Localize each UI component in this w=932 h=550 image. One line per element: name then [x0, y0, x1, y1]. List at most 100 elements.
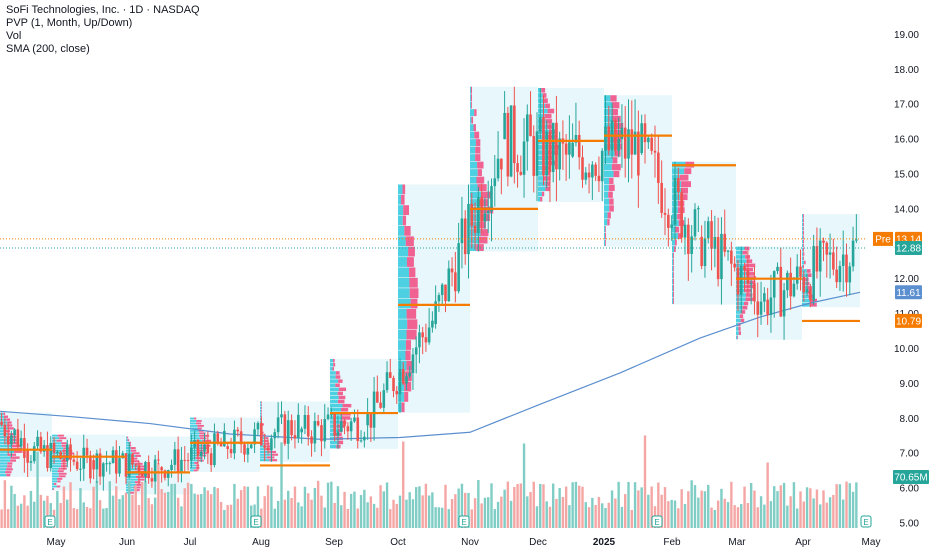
volume-bar — [782, 482, 786, 528]
candle-body — [577, 134, 581, 158]
volume-bar — [487, 497, 490, 528]
symbol-title[interactable]: SoFi Technologies, Inc. · 1D · NASDAQ — [6, 4, 200, 16]
profile-bar-down — [261, 401, 262, 404]
volume-bar — [206, 490, 210, 528]
volume-bar — [13, 493, 16, 528]
candle-body — [213, 433, 216, 466]
profile-bar-down — [805, 281, 810, 286]
indicator-pvp[interactable]: PVP (1, Month, Up/Down) — [6, 17, 133, 29]
profile-bar-up — [736, 335, 738, 340]
volume-bar — [173, 483, 177, 528]
volume-bar — [526, 496, 529, 528]
profile-bar-down — [473, 124, 476, 132]
volume-bar — [408, 492, 411, 528]
volume-bar — [640, 487, 643, 528]
volume-bar — [496, 501, 500, 528]
candle-body — [89, 455, 92, 479]
profile-bar-down — [673, 298, 674, 304]
candle-body — [59, 451, 62, 459]
volume-bar — [441, 507, 444, 528]
candle-body — [29, 461, 33, 463]
profile-bar-down — [6, 424, 13, 427]
profile-bar-down — [680, 187, 688, 194]
indicator-sma[interactable]: SMA (200, close) — [6, 43, 90, 55]
profile-bar-down — [546, 124, 553, 129]
volume-bar — [105, 508, 108, 528]
profile-bar-up — [470, 221, 479, 229]
profile-bar-up — [260, 406, 262, 410]
candle-body — [483, 213, 487, 222]
profile-bar-down — [673, 272, 674, 278]
candle-body — [256, 422, 260, 430]
profile-bar-up — [260, 417, 262, 421]
candle-body — [633, 131, 637, 155]
profile-bar-up — [0, 430, 6, 433]
profile-bar-down — [745, 272, 755, 276]
candle-body — [359, 440, 363, 442]
candle-body — [137, 465, 141, 474]
candle-body — [124, 453, 128, 477]
profile-bar-up — [398, 277, 410, 288]
profile-bar-down — [611, 115, 621, 123]
volume-bar — [677, 508, 680, 528]
volume-bar — [69, 482, 72, 528]
volume-bar — [624, 494, 627, 528]
volume-bar — [226, 505, 229, 528]
candle-body — [75, 461, 79, 470]
profile-bar-up — [802, 239, 803, 244]
profile-bar-down — [742, 250, 748, 255]
profile-bar-down — [745, 288, 752, 293]
candle-body — [697, 208, 700, 210]
candle-body — [180, 459, 183, 473]
candle-body — [848, 266, 852, 283]
candle-body — [457, 243, 460, 292]
profile-bar-down — [193, 469, 198, 472]
profile-bar-down — [745, 293, 753, 297]
candle-body — [424, 337, 428, 343]
volume-bar — [150, 504, 154, 528]
volume-bar — [564, 486, 568, 528]
indicator-vol[interactable]: Vol — [6, 30, 22, 42]
volume-bar — [310, 499, 313, 528]
volume-bar — [366, 502, 369, 528]
candle-body — [163, 470, 167, 478]
candle-body — [687, 224, 690, 254]
volume-bar — [153, 497, 157, 528]
y-tick-label: 16.00 — [894, 135, 919, 146]
candle-body — [743, 266, 746, 271]
profile-bar-up — [470, 191, 482, 199]
profile-bar-down — [609, 205, 614, 212]
profile-bar-down — [470, 94, 472, 102]
profile-bar-up — [470, 244, 477, 251]
profile-bar-down — [129, 491, 134, 494]
candle-body — [710, 221, 713, 249]
profile-bar-down — [615, 129, 624, 136]
profile-bar-down — [133, 486, 141, 489]
profile-bar-up — [398, 319, 408, 330]
profile-bar-down — [266, 456, 275, 459]
profile-bar-up — [736, 250, 743, 255]
volume-bar — [539, 483, 542, 528]
candle-body — [786, 272, 789, 291]
candle-body — [313, 421, 317, 444]
candle-body — [431, 320, 434, 328]
profile-bar-up — [190, 417, 194, 420]
profile-bar-up — [736, 297, 746, 302]
profile-bar-down — [478, 199, 489, 207]
profile-bar-down — [611, 102, 620, 109]
candle-body — [316, 421, 320, 426]
candle-body — [65, 444, 69, 461]
profile-bar-down — [607, 212, 611, 219]
candle-body — [13, 429, 16, 436]
candle-body — [522, 141, 526, 175]
candle-body — [460, 218, 464, 244]
candle-body — [450, 268, 454, 273]
volume-bar — [124, 492, 128, 528]
profile-bar-up — [672, 226, 676, 233]
profile-bar-down — [672, 278, 674, 285]
profile-bar-up — [126, 444, 130, 447]
profile-bar-up — [52, 482, 54, 485]
volume-bar — [587, 507, 591, 528]
volume-badge-value: 70.65M — [894, 473, 927, 484]
